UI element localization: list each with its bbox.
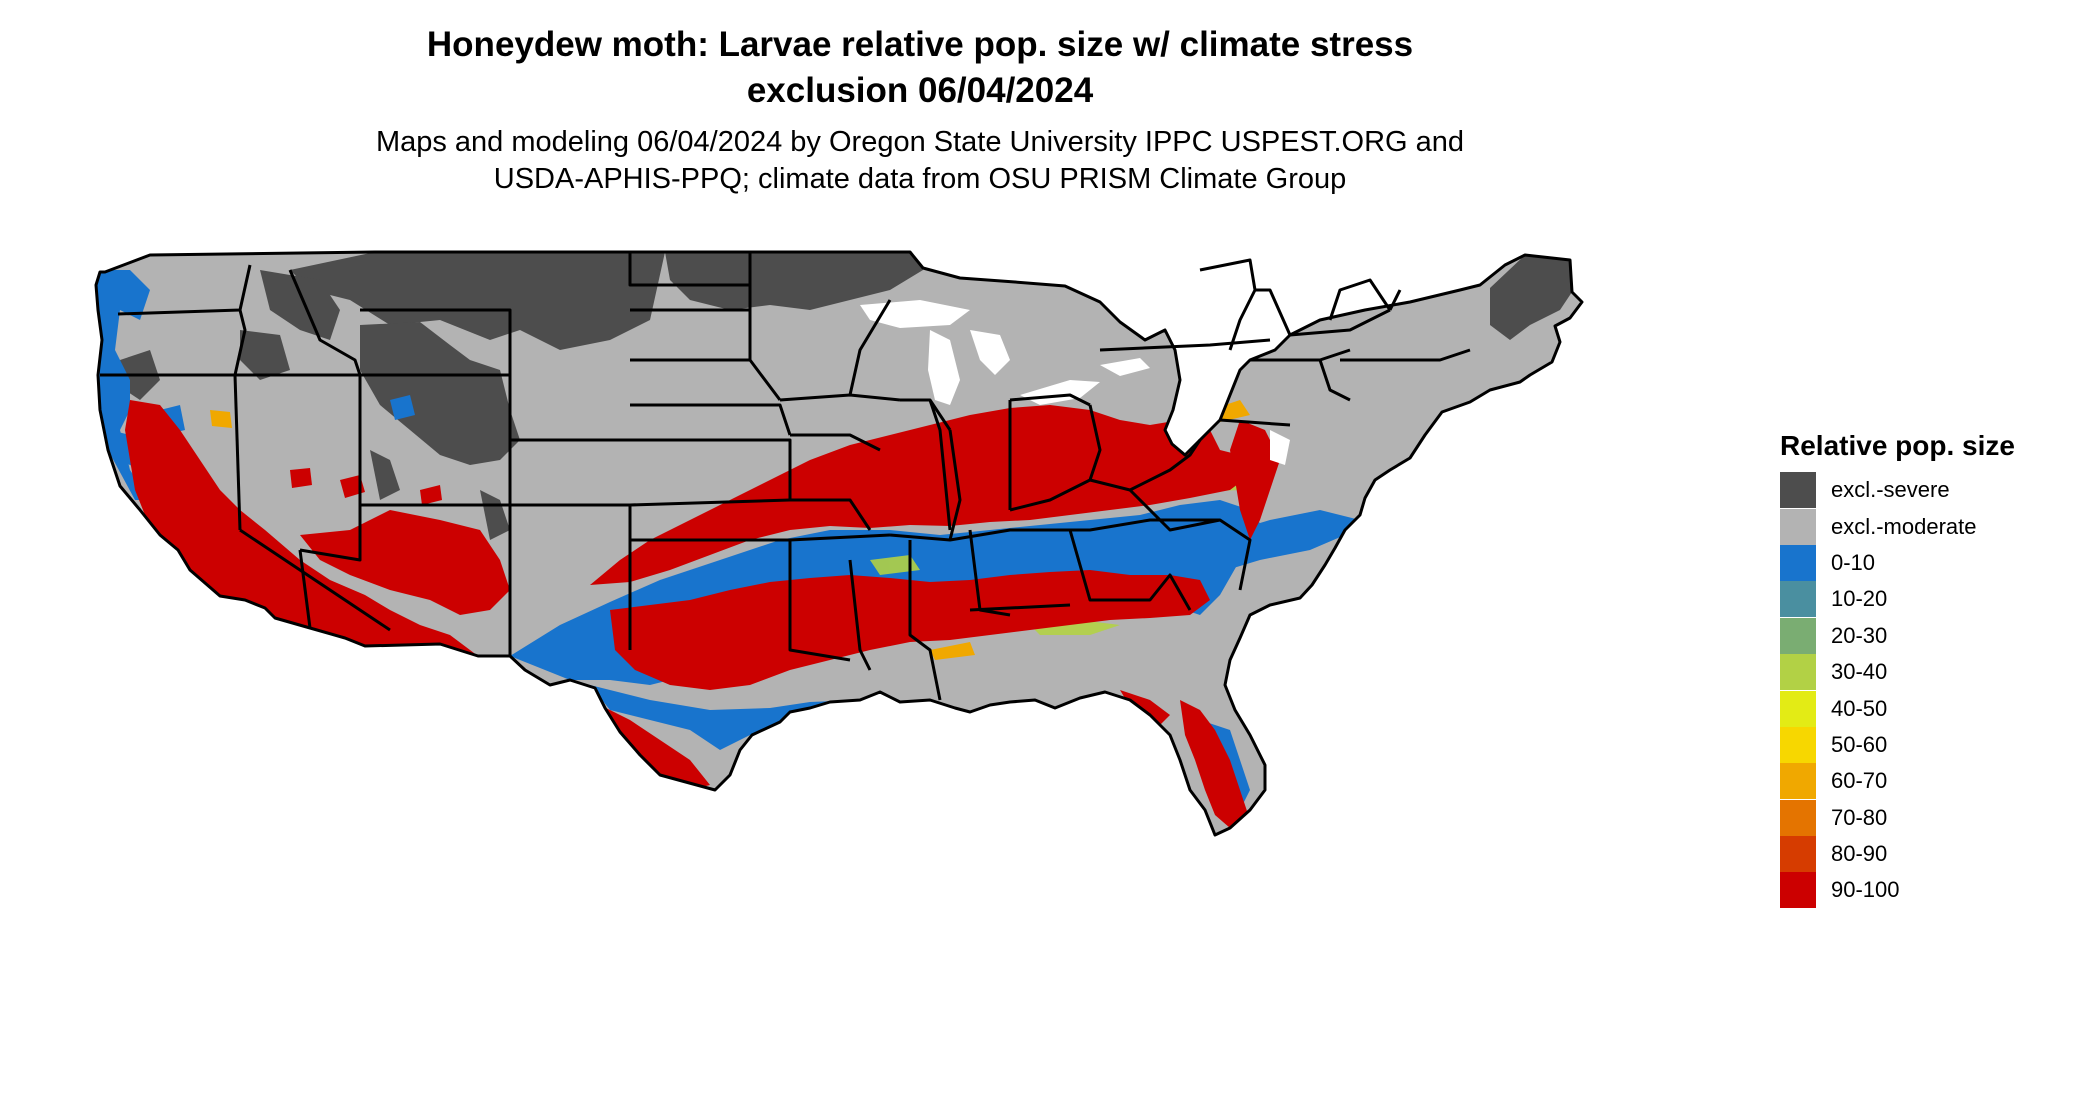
legend-label: 0-10 [1831, 549, 1876, 575]
legend-label: 50-60 [1831, 731, 1888, 757]
legend-swatch [1780, 581, 1816, 618]
legend-item: 20-30 [1780, 617, 2015, 654]
map-subtitle: Maps and modeling 06/04/2024 by Oregon S… [0, 124, 1840, 198]
legend-swatch [1780, 690, 1816, 727]
legend-label: 90-100 [1831, 877, 1900, 903]
legend-item: 50-60 [1780, 726, 2015, 763]
legend-swatch [1780, 799, 1816, 836]
legend-label: 20-30 [1831, 622, 1888, 648]
subtitle-line-1: Maps and modeling 06/04/2024 by Oregon S… [375, 126, 1465, 158]
legend-label: 10-20 [1831, 586, 1888, 612]
us-map [94, 250, 1584, 837]
legend-item: 80-90 [1780, 836, 2015, 873]
title-line-1: Honeydew moth: Larvae relative pop. size… [426, 25, 1414, 64]
legend-item: 40-50 [1780, 690, 2015, 727]
legend-items: excl.-severe excl.-moderate 0-10 10-20 20-30… [1780, 472, 2015, 909]
legend-label: 60-70 [1831, 768, 1888, 794]
legend-item: 0-10 [1780, 544, 2015, 581]
map-title: Honeydew moth: Larvae relative pop. size… [0, 22, 1840, 114]
legend-label: 70-80 [1831, 804, 1888, 830]
legend-swatch [1780, 726, 1816, 763]
legend-item: 70-80 [1780, 799, 2015, 836]
legend-item: 10-20 [1780, 581, 2015, 618]
legend: Relative pop. size excl.-severe excl.-mod… [1780, 430, 2015, 909]
legend-swatch [1780, 872, 1816, 909]
legend-label: 80-90 [1831, 841, 1888, 867]
legend-swatch [1780, 508, 1816, 545]
legend-label: excl.-severe [1831, 477, 1950, 503]
legend-swatch [1780, 836, 1816, 873]
legend-label: 30-40 [1831, 659, 1888, 685]
legend-swatch [1780, 654, 1816, 691]
legend-swatch [1780, 472, 1816, 509]
legend-swatch [1780, 544, 1816, 581]
subtitle-line-2: USDA-APHIS-PPQ; climate data from OSU PR… [493, 163, 1347, 195]
legend-item: 30-40 [1780, 654, 2015, 691]
title-line-2: exclusion 06/04/2024 [746, 71, 1094, 110]
legend-label: 40-50 [1831, 695, 1888, 721]
legend-item: 60-70 [1780, 763, 2015, 800]
legend-item: excl.-severe [1780, 472, 2015, 509]
legend-swatch [1780, 763, 1816, 800]
legend-item: 90-100 [1780, 872, 2015, 909]
legend-swatch [1780, 617, 1816, 654]
legend-title: Relative pop. size [1780, 430, 2015, 461]
legend-item: excl.-moderate [1780, 508, 2015, 545]
legend-label: excl.-moderate [1831, 513, 1977, 539]
